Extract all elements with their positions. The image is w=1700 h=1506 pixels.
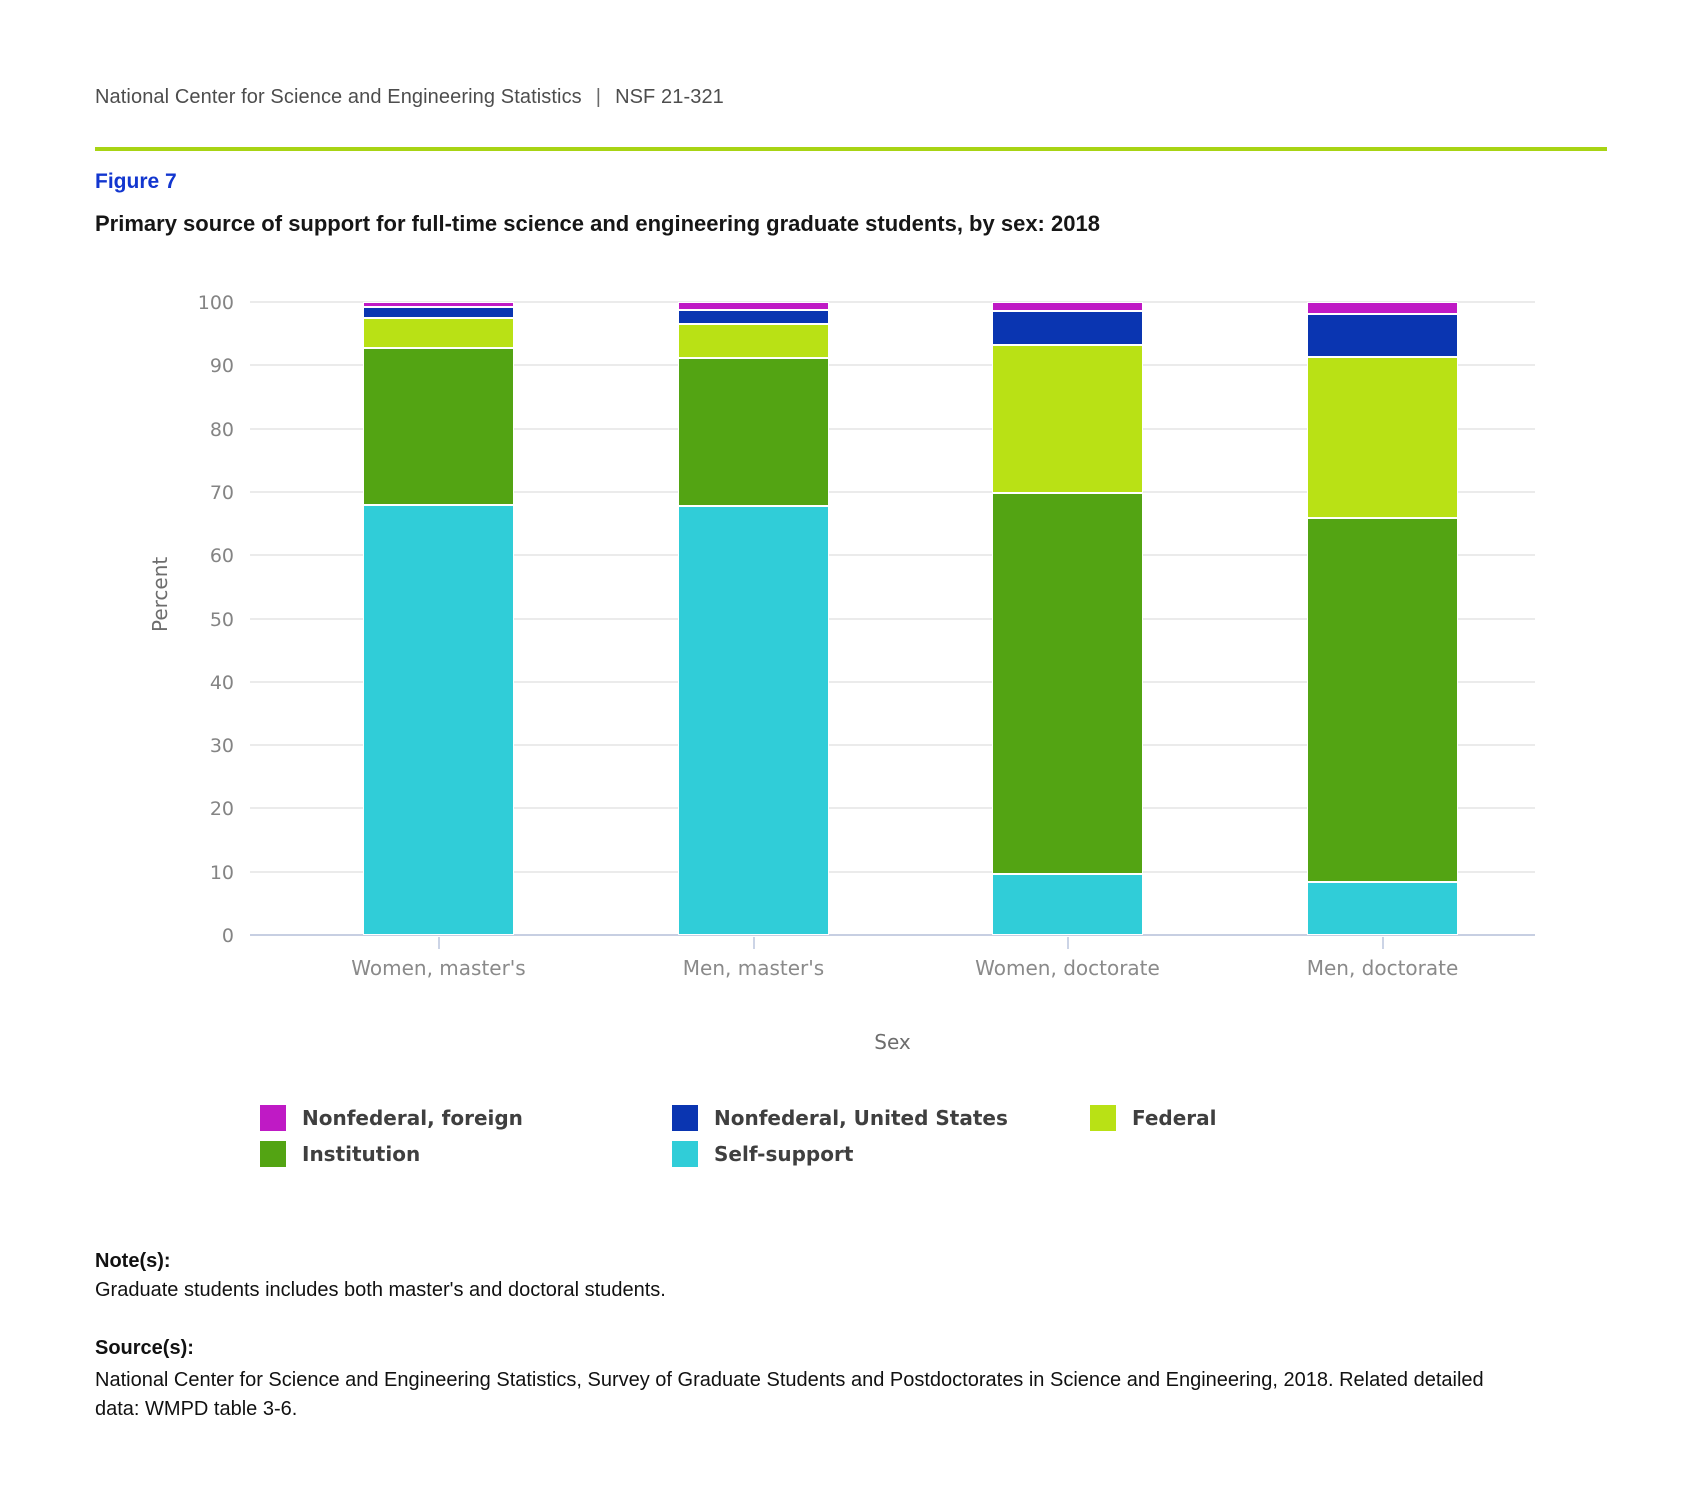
legend-swatch-nonfederal-foreign xyxy=(260,1105,286,1131)
x-category-label: Women, master's xyxy=(351,956,526,980)
legend-item-institution[interactable]: Institution xyxy=(260,1141,420,1167)
bar-segment-nonfederal-foreign[interactable] xyxy=(678,302,829,310)
x-axis-tick xyxy=(1381,937,1384,949)
y-tick-label: 90 xyxy=(209,355,234,378)
bar-segment-self-support[interactable] xyxy=(1307,881,1458,935)
x-axis-tick xyxy=(437,937,440,949)
bar-segment-federal[interactable] xyxy=(678,324,829,358)
bar-segment-self-support[interactable] xyxy=(992,873,1143,935)
bar-segment-nonfederal-foreign[interactable] xyxy=(1307,302,1458,315)
y-tick-label: 20 xyxy=(209,798,234,821)
y-tick-label: 30 xyxy=(209,735,234,758)
bar-segment-nonfederal-foreign[interactable] xyxy=(992,302,1143,311)
x-axis-tick xyxy=(752,937,755,949)
x-axis-title: Sex xyxy=(874,1030,911,1054)
bar-segment-institution[interactable] xyxy=(992,493,1143,874)
divider-rule xyxy=(95,147,1607,151)
y-axis-title: Percent xyxy=(148,556,172,632)
notes-label: Note(s): xyxy=(95,1250,171,1272)
x-category-label: Men, doctorate xyxy=(1306,956,1459,980)
legend-swatch-self-support xyxy=(672,1141,698,1167)
plot-area: 0 10 20 30 40 50 60 70 80 90 100 xyxy=(198,292,1535,949)
y-gridline xyxy=(250,427,1535,430)
y-gridline xyxy=(250,301,1535,303)
legend-item-nonfederal-foreign[interactable]: Nonfederal, foreign xyxy=(260,1105,523,1131)
figure-label: Figure 7 xyxy=(95,170,177,193)
org-name: National Center for Science and Engineer… xyxy=(95,86,582,108)
y-tick-label: 0 xyxy=(221,925,234,947)
bar-segment-nonfederal-united-states[interactable] xyxy=(992,310,1143,346)
y-tick-label: 70 xyxy=(209,481,234,504)
legend-label: Nonfederal, United States xyxy=(714,1106,1008,1130)
bar-segment-nonfederal-united-states[interactable] xyxy=(363,307,514,319)
y-gridline xyxy=(250,680,1535,683)
legend-swatch-nonfederal-united-states xyxy=(672,1105,698,1131)
bar-segment-self-support[interactable] xyxy=(678,506,829,935)
bar-segment-federal[interactable] xyxy=(1307,357,1458,519)
stacked-bar-men-master-s xyxy=(678,302,829,935)
y-tick-label: 10 xyxy=(209,861,234,884)
bar-segment-nonfederal-foreign[interactable] xyxy=(363,302,514,308)
stacked-bar-men-doctorate xyxy=(1307,302,1458,935)
legend-item-federal[interactable]: Federal xyxy=(1090,1105,1217,1131)
figure-title: Primary source of support for full-time … xyxy=(95,211,1100,236)
bar-segment-institution[interactable] xyxy=(678,357,829,507)
header-separator: | xyxy=(595,86,602,108)
y-gridline xyxy=(250,554,1535,557)
legend-label: Self-support xyxy=(714,1142,854,1166)
stacked-bar-women-master-s xyxy=(363,302,514,935)
y-gridline xyxy=(250,807,1535,810)
y-tick-label: 60 xyxy=(209,545,234,568)
legend-swatch-institution xyxy=(260,1141,286,1167)
y-gridline xyxy=(250,870,1535,873)
legend-label: Institution xyxy=(302,1142,421,1166)
y-gridline xyxy=(250,744,1535,747)
source-text: National Center for Science and Engineer… xyxy=(95,1369,1484,1420)
bar-segment-self-support[interactable] xyxy=(363,504,514,935)
legend-swatch-federal xyxy=(1090,1105,1116,1131)
legend-label: Nonfederal, foreign xyxy=(302,1106,523,1130)
legend-label: Federal xyxy=(1132,1106,1217,1130)
y-gridline xyxy=(250,364,1535,367)
bar-segment-nonfederal-united-states[interactable] xyxy=(678,309,829,325)
x-axis-tick xyxy=(1066,937,1069,949)
y-gridline xyxy=(250,617,1535,620)
x-category-label: Men, master's xyxy=(682,956,825,980)
legend-item-self-support[interactable]: Self-support xyxy=(672,1141,853,1167)
y-tick-label: 80 xyxy=(209,418,234,441)
notes-text: Graduate students includes both master's… xyxy=(95,1279,666,1301)
bar-segment-institution[interactable] xyxy=(1307,518,1458,882)
x-category-label: Women, doctorate xyxy=(975,956,1160,980)
legend-item-nonfederal-united-states[interactable]: Nonfederal, United States xyxy=(672,1105,1008,1131)
report-number: NSF 21-321 xyxy=(615,86,724,108)
x-axis-line xyxy=(250,934,1535,936)
report-header: National Center for Science and Engineer… xyxy=(95,86,724,109)
stacked-bar-women-doctorate xyxy=(992,302,1143,935)
bar-segment-nonfederal-united-states[interactable] xyxy=(1307,314,1458,358)
bar-segment-institution[interactable] xyxy=(363,347,514,505)
x-category-labels: Women, master's Men, master's Women, docto… xyxy=(0,956,1700,986)
bar-segment-federal[interactable] xyxy=(363,318,514,348)
y-tick-label: 50 xyxy=(209,608,234,631)
y-gridline xyxy=(250,490,1535,493)
y-tick-label: 40 xyxy=(209,671,234,694)
y-tick-label: 100 xyxy=(197,292,234,314)
bar-segment-federal[interactable] xyxy=(992,345,1143,494)
source-label: Source(s): xyxy=(95,1337,194,1359)
